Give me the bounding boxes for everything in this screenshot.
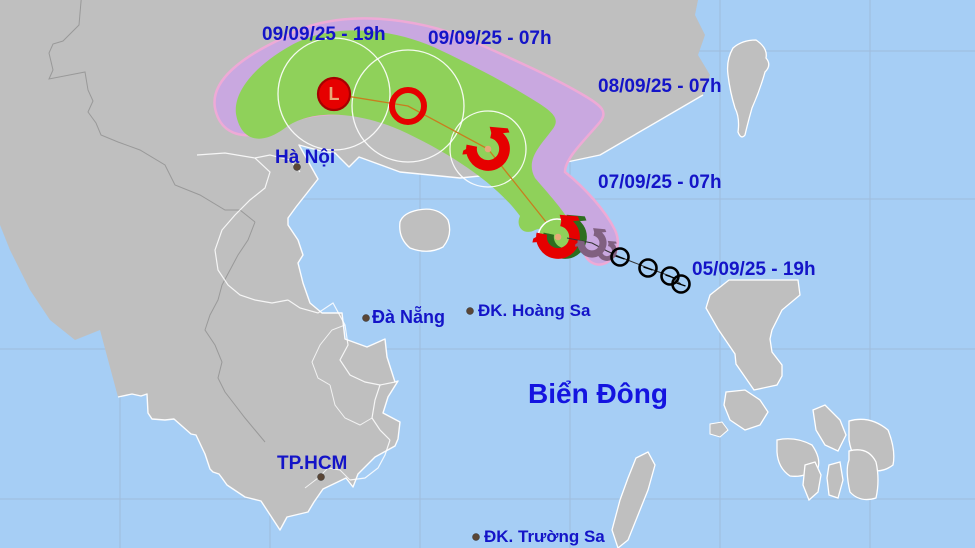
svg-text:ĐK. Hoàng Sa: ĐK. Hoàng Sa: [478, 301, 591, 320]
svg-text:ĐK. Trường Sa: ĐK. Trường Sa: [484, 527, 605, 546]
svg-text:Đà Nẵng: Đà Nẵng: [372, 305, 445, 327]
svg-text:08/09/25 - 07h: 08/09/25 - 07h: [598, 76, 722, 97]
svg-text:09/09/25 - 19h: 09/09/25 - 19h: [262, 24, 386, 45]
svg-text:Biển Đông: Biển Đông: [528, 378, 668, 409]
svg-text:07/09/25 - 07h: 07/09/25 - 07h: [598, 172, 722, 193]
svg-text:09/09/25 - 07h: 09/09/25 - 07h: [428, 28, 552, 49]
svg-text:L: L: [329, 84, 340, 104]
svg-text:TP.HCM: TP.HCM: [277, 453, 347, 474]
svg-text:Hà Nội: Hà Nội: [275, 147, 335, 168]
svg-text:05/09/25 - 19h: 05/09/25 - 19h: [692, 259, 816, 280]
